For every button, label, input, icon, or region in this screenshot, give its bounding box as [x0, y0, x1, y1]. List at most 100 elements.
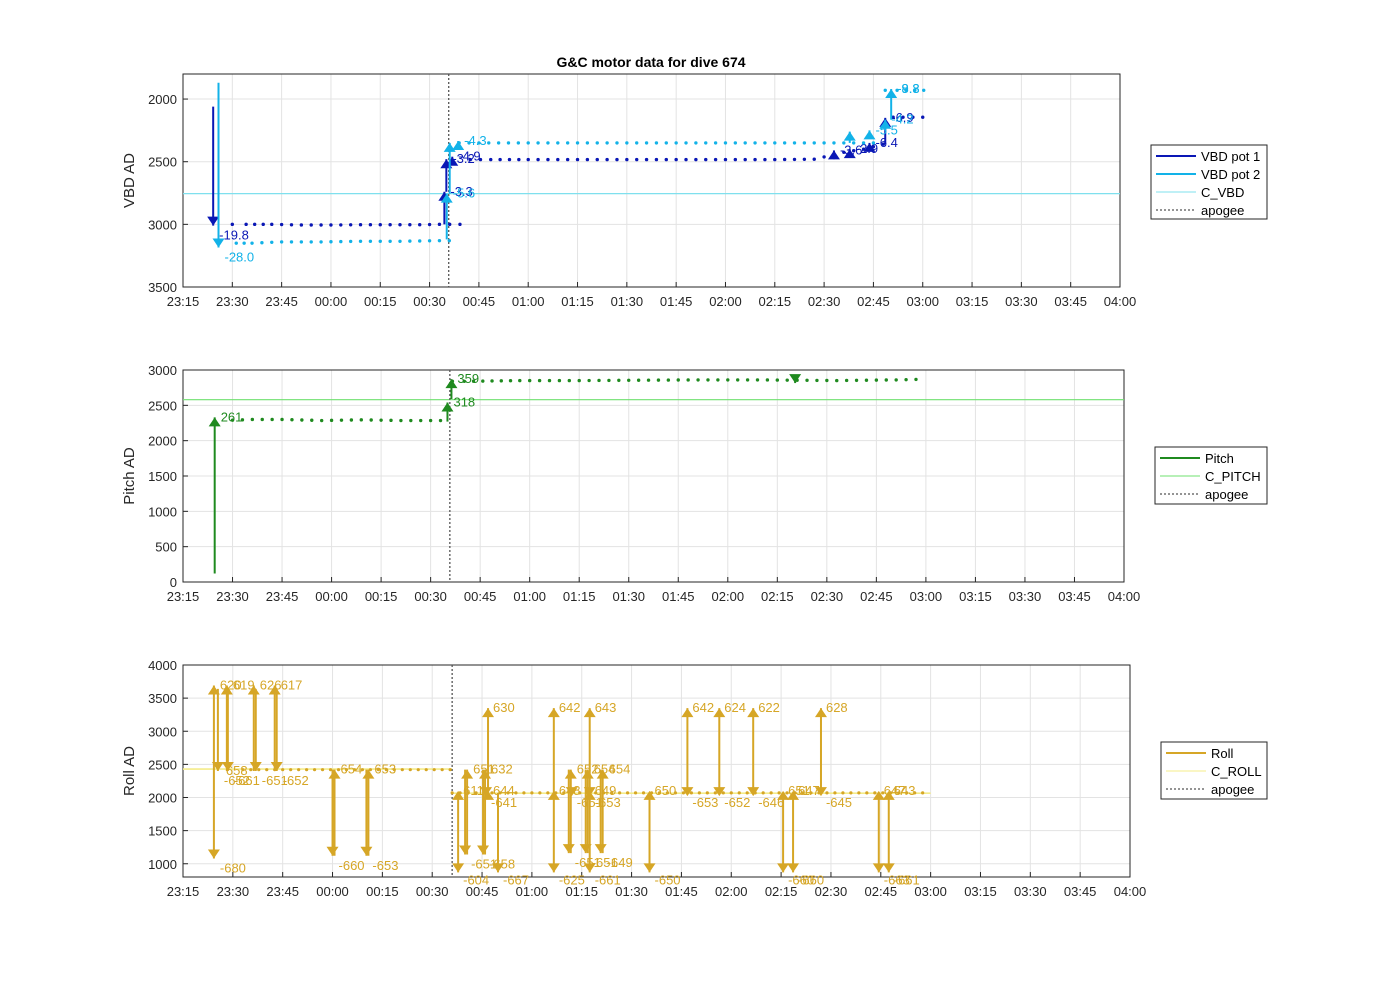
data-point — [618, 791, 622, 795]
data-point — [506, 141, 511, 145]
data-point — [595, 157, 599, 162]
move-label: -651 — [471, 856, 497, 871]
data-point — [270, 417, 274, 422]
move-label: 628 — [826, 700, 848, 715]
data-point — [785, 791, 789, 795]
data-point — [388, 239, 392, 243]
x-tick-label: 03:45 — [1064, 884, 1097, 899]
x-tick-label: 00:00 — [315, 294, 348, 309]
move-label: 654 — [594, 762, 616, 777]
data-point — [369, 418, 373, 422]
legend-label: apogee — [1211, 782, 1254, 797]
data-point — [704, 141, 708, 145]
move-arrow-head — [583, 863, 596, 873]
move-label: 619 — [233, 678, 255, 693]
data-point — [409, 418, 413, 423]
data-point — [376, 768, 380, 772]
data-point — [348, 223, 353, 227]
move-label: 630 — [493, 700, 515, 715]
move-arrow-head — [583, 787, 596, 797]
x-tick-label: 00:00 — [316, 884, 349, 899]
data-point — [914, 377, 918, 382]
move-label: -651 — [577, 795, 603, 810]
data-point — [802, 157, 807, 161]
data-point — [280, 417, 284, 422]
data-point — [424, 768, 428, 772]
data-point — [627, 378, 631, 383]
x-tick-label: 00:45 — [463, 294, 496, 309]
x-tick-label: 01:00 — [512, 294, 545, 309]
data-point — [522, 791, 526, 795]
data-point — [556, 141, 560, 145]
panel-2: 23:15 23:30 23:45 00:00 00:15 00:30 00:45 01:00… — [121, 363, 1268, 604]
data-point — [825, 378, 829, 383]
data-point — [447, 222, 452, 227]
data-point — [694, 157, 698, 162]
move-arrow-head — [565, 787, 578, 797]
x-tick-label: 23:30 — [216, 294, 249, 309]
legend-label: C_VBD — [1201, 185, 1244, 200]
chart-title: G&C motor data for dive 674 — [556, 54, 745, 70]
data-point — [289, 768, 293, 772]
data-point — [300, 418, 304, 422]
data-point — [462, 379, 467, 384]
axes-box — [182, 369, 1125, 583]
data-point — [615, 141, 619, 145]
move-label: -645 — [826, 795, 852, 810]
data-point — [565, 141, 570, 145]
move-label: -652 — [283, 773, 309, 788]
data-point — [432, 768, 436, 772]
data-point — [260, 241, 264, 245]
move-arrow-head — [872, 863, 885, 873]
y-tick-label: 0 — [170, 575, 177, 590]
data-point — [684, 157, 688, 162]
data-point — [761, 791, 765, 795]
move-arrow-head — [882, 863, 895, 873]
move-label: -3.2 — [452, 151, 474, 166]
move-arrow-head — [643, 863, 656, 873]
data-point — [437, 238, 442, 243]
legend-label: Roll — [1211, 746, 1234, 761]
data-point — [641, 791, 646, 795]
data-point — [684, 141, 688, 145]
x-tick-label: 03:15 — [959, 589, 992, 604]
data-point — [921, 115, 925, 119]
data-point — [832, 141, 836, 145]
data-point — [546, 141, 550, 145]
move-arrow-head — [863, 130, 876, 140]
data-point — [257, 768, 261, 772]
data-point — [379, 418, 383, 422]
data-point — [844, 378, 849, 383]
move-arrow-head — [787, 863, 800, 873]
data-point — [498, 157, 502, 162]
data-point — [874, 378, 879, 382]
y-tick-label: 2000 — [148, 791, 177, 806]
x-tick-label: 23:45 — [266, 589, 299, 604]
data-point — [360, 768, 365, 772]
data-point — [478, 157, 483, 162]
data-point — [713, 791, 717, 795]
x-tick-label: 01:45 — [662, 589, 695, 604]
move-arrow-head — [459, 845, 472, 855]
data-point — [398, 239, 402, 243]
data-point — [530, 791, 534, 795]
data-point — [716, 378, 720, 382]
move-arrow-head — [747, 708, 760, 718]
move-label: -9.3 — [897, 81, 919, 96]
data-point — [242, 241, 246, 245]
data-point — [815, 378, 819, 383]
data-point — [605, 157, 609, 162]
legend-label: C_ROLL — [1211, 764, 1262, 779]
data-point — [911, 115, 915, 119]
move-arrow-head — [249, 762, 262, 771]
move-label: -6.4 — [875, 135, 897, 150]
data-point — [270, 240, 274, 245]
data-point — [666, 378, 671, 382]
data-point — [507, 157, 512, 162]
data-point — [418, 223, 422, 227]
data-point — [665, 791, 670, 795]
move-label: 626 — [260, 678, 282, 693]
data-point — [625, 791, 630, 795]
data-point — [664, 141, 668, 145]
data-point — [339, 239, 343, 244]
